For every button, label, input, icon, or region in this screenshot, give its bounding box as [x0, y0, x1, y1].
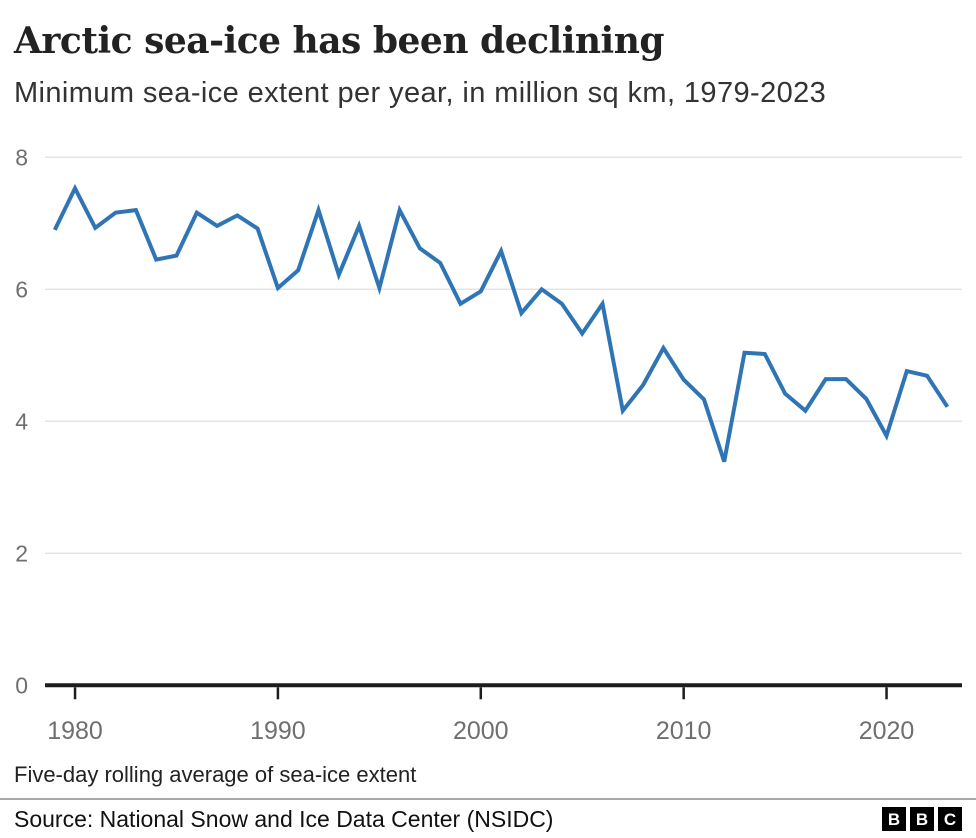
bbc-logo: B B C — [882, 807, 962, 831]
x-tick-label-2000: 2000 — [453, 717, 509, 745]
source-row: Source: National Snow and Ice Data Cente… — [14, 804, 962, 834]
y-tick-label-0: 0 — [15, 672, 28, 698]
y-tick-label-6: 6 — [15, 276, 28, 302]
x-tick-label-2020: 2020 — [859, 717, 915, 745]
y-tick-label-4: 4 — [15, 408, 28, 434]
bbc-logo-block-c: C — [938, 807, 962, 831]
y-tick-label-2: 2 — [15, 540, 28, 566]
y-tick-label-8: 8 — [15, 144, 28, 170]
sea-ice-extent-line — [53, 183, 950, 463]
x-tick-label-1990: 1990 — [250, 717, 306, 745]
bbc-logo-block-b2: B — [910, 807, 934, 831]
divider-line — [0, 798, 976, 800]
chart-subtitle: Minimum sea-ice extent per year, in mill… — [14, 77, 827, 109]
bbc-logo-block-b1: B — [882, 807, 906, 831]
x-tick-label-1980: 1980 — [47, 717, 103, 745]
x-tick-label-2010: 2010 — [656, 717, 712, 745]
page-title: Arctic sea-ice has been declining — [14, 20, 665, 62]
source-attribution: Source: National Snow and Ice Data Cente… — [14, 805, 554, 832]
chart-footnote: Five-day rolling average of sea-ice exte… — [14, 762, 417, 787]
